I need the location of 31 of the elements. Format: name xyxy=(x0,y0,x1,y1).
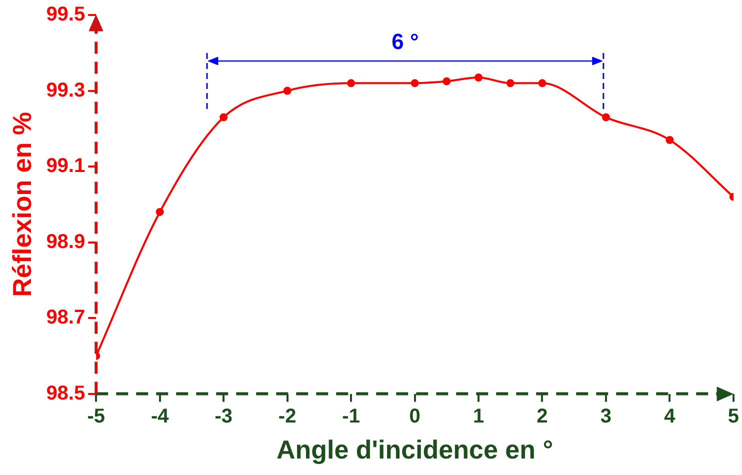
point xyxy=(602,113,610,122)
x-tick-label: 5 xyxy=(728,405,739,428)
point xyxy=(506,79,514,88)
y-tick-label: 98.5 xyxy=(46,382,86,404)
point xyxy=(666,136,674,144)
x-axis-title: Angle d'incidence en ° xyxy=(276,434,554,465)
x-tick-label: -1 xyxy=(342,405,360,428)
point xyxy=(538,79,546,88)
point xyxy=(156,208,164,216)
point xyxy=(410,79,419,88)
y-tick-label: 99.3 xyxy=(46,79,86,102)
point xyxy=(220,113,228,122)
point xyxy=(474,74,483,82)
x-tick-label: 3 xyxy=(600,405,612,428)
y-axis-title: Réflexion en % xyxy=(6,112,37,297)
y-tick-label: 99.1 xyxy=(46,155,86,178)
x-tick-label: -3 xyxy=(214,405,232,428)
x-tick-label: 0 xyxy=(409,405,420,428)
y-tick-label: 98.7 xyxy=(46,306,86,329)
y-tick-label: 99.5 xyxy=(46,4,86,26)
x-tick-label: 4 xyxy=(664,405,676,428)
x-tick-label: 2 xyxy=(536,405,548,428)
x-tick-label: -4 xyxy=(150,405,170,428)
point xyxy=(347,79,356,88)
point xyxy=(283,86,292,95)
x-tick-label: -5 xyxy=(87,405,106,428)
x-tick-label: -2 xyxy=(278,405,296,428)
y-tick-label: 98.9 xyxy=(46,230,86,253)
point xyxy=(442,77,451,86)
x-tick-label: 1 xyxy=(472,405,484,428)
annotation: 6 ° xyxy=(392,29,419,54)
